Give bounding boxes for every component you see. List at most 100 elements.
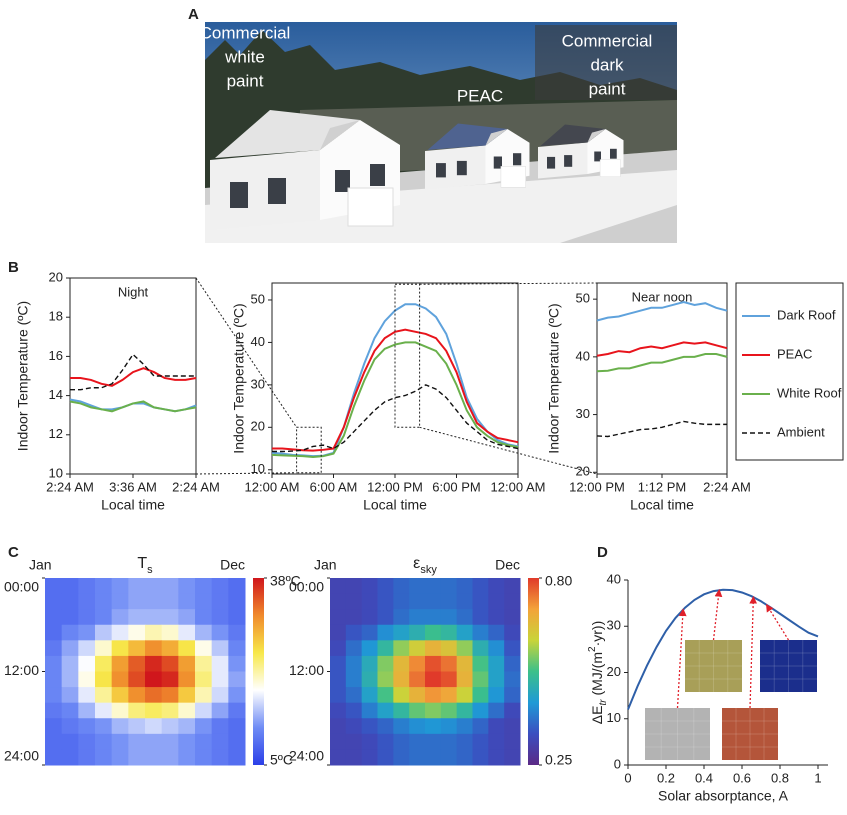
heat-cell [504, 718, 521, 735]
heat-cell [361, 749, 378, 766]
heat-cell [111, 718, 129, 735]
heat-cell [472, 655, 489, 672]
x-tick-label: 0.2 [657, 770, 675, 785]
heat-cell [178, 609, 196, 626]
series-line [272, 328, 519, 452]
x-tick-label: 3:36 AM [109, 479, 157, 494]
heat-cell [61, 640, 79, 657]
y-tick-label: 40 [251, 334, 265, 349]
heat-cell [409, 733, 426, 750]
x-tick-label: 0.4 [695, 770, 713, 785]
heat-cell [61, 593, 79, 610]
heat-cell [178, 749, 196, 766]
heat-cell [425, 749, 442, 766]
heat-cell [488, 749, 505, 766]
x-tick-label: 12:00 PM [569, 479, 625, 494]
heat-cell [78, 702, 96, 719]
heat-cell [488, 624, 505, 641]
heat-cell [61, 733, 79, 750]
x-axis-label: Solar absorptance, A [658, 788, 789, 804]
heat-cell [393, 671, 410, 688]
heat-cell [45, 687, 63, 704]
heat-cell [228, 593, 246, 610]
heat-cell [61, 671, 79, 688]
heat-cell [161, 640, 179, 657]
heat-cell [111, 578, 129, 595]
x-tick-label: 1:12 PM [638, 479, 686, 494]
heat-cell [504, 593, 521, 610]
x-tick-label: 6:00 PM [432, 479, 480, 494]
heat-cell [228, 671, 246, 688]
x-tick-label: 6:00 AM [310, 479, 358, 494]
heat-cell [330, 609, 347, 626]
y-tick-label: 12 [49, 426, 63, 441]
heat-cell [330, 578, 347, 595]
y-tick-label: 40 [607, 571, 621, 586]
heat-cell [361, 624, 378, 641]
heat-cell [330, 624, 347, 641]
y-axis-label-part: ΔE [589, 706, 605, 725]
heat-cell [45, 578, 63, 595]
heat-cell [504, 702, 521, 719]
heat-cell [472, 593, 489, 610]
heat-cell [61, 718, 79, 735]
chart-title-subscript: s [147, 564, 153, 576]
heat-cell [145, 609, 163, 626]
chart-title-main: ε [413, 555, 420, 572]
heat-cell [393, 609, 410, 626]
heat-cell [488, 655, 505, 672]
heat-cell [228, 624, 246, 641]
heat-cell [211, 640, 229, 657]
heat-cell [161, 749, 179, 766]
heat-cell [195, 655, 213, 672]
series-line [596, 301, 728, 322]
heat-cell [61, 702, 79, 719]
heat-cell [440, 609, 458, 626]
y-tick-label: 10 [607, 710, 621, 725]
colorbar-tick-label: 0.80 [545, 573, 572, 589]
heat-cell [128, 640, 146, 657]
pointer-arrow [749, 595, 758, 709]
heat-cell [393, 624, 410, 641]
colorbar-tick-label: 5ºC [270, 752, 293, 768]
heat-cell [440, 655, 458, 672]
heat-cell [345, 593, 363, 610]
heat-cell [361, 609, 378, 626]
heat-cell [440, 687, 458, 704]
heat-cell [45, 655, 63, 672]
series-line [69, 400, 197, 413]
heat-cell [377, 718, 394, 735]
heat-cell [393, 578, 410, 595]
heat-cell [361, 671, 378, 688]
y-axis-label-part: (MJ/(m [589, 652, 605, 699]
heat-cell [128, 687, 146, 704]
sample-image [760, 640, 817, 692]
pointer-arrow [712, 588, 723, 641]
photo-label: paint [589, 79, 626, 98]
x-axis-label: Local time [363, 497, 427, 513]
heat-cell [161, 718, 179, 735]
heat-cell [409, 578, 426, 595]
heat-cell [95, 655, 113, 672]
pointer-arrow [766, 603, 790, 641]
heat-cell [45, 671, 63, 688]
heat-cell [361, 640, 378, 657]
heat-cell [228, 733, 246, 750]
heat-cell [61, 609, 79, 626]
heat-cell [95, 593, 113, 610]
heat-cell [128, 718, 146, 735]
heat-cell [440, 640, 458, 657]
legend-label: White Roof [777, 385, 842, 400]
photo-labels: Commercial white paint PEAC Commercial dark pa… [200, 23, 653, 105]
x-tick-label: 2:24 AM [46, 479, 94, 494]
photo-label: dark [590, 55, 624, 74]
heat-cell [161, 624, 179, 641]
heat-cell [145, 749, 163, 766]
x-category-label: Jan [29, 557, 52, 573]
heat-cell [111, 702, 129, 719]
heat-cell [78, 733, 96, 750]
y-tick-label: 14 [49, 387, 63, 402]
photo-label: Commercial [562, 31, 653, 50]
y-tick-label: 0 [614, 756, 621, 771]
heat-cell [488, 578, 505, 595]
